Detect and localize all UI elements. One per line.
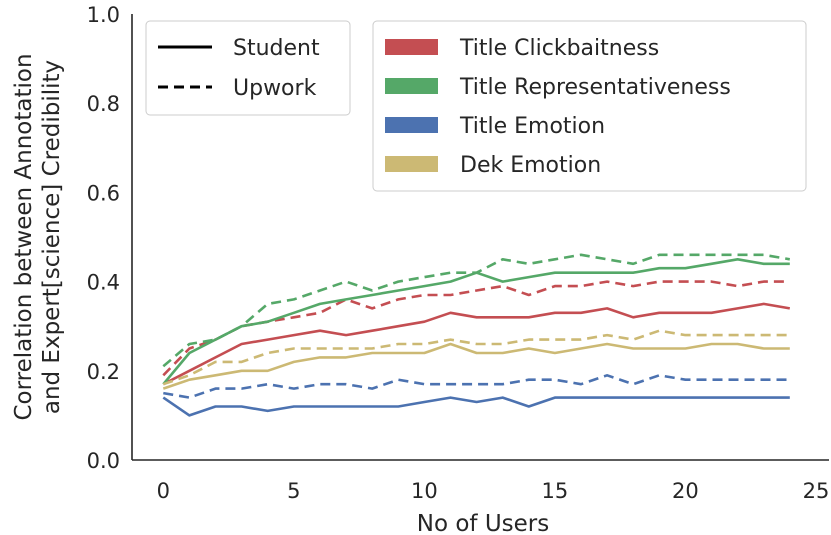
legend-upwork-label: Upwork <box>233 76 317 101</box>
legend-clickbaitness-swatch <box>385 39 438 55</box>
series-line-dek-emotion-student <box>162 342 790 390</box>
x-tick-labels: 0 5 10 15 20 25 <box>157 479 830 503</box>
legend-clickbaitness-label: Title Clickbaitness <box>459 36 659 61</box>
y-axis-label-line-2: and Expert[science] Credibility <box>39 60 65 414</box>
legend-line-style-frame <box>145 20 351 116</box>
series-line-title-clickbaitness-upwork <box>162 280 790 377</box>
legend-student-label: Student <box>233 36 320 61</box>
legend-title-emotion-swatch <box>385 117 438 133</box>
legend-metrics: Title Clickbaitness Title Representative… <box>372 20 807 192</box>
series-layer <box>162 253 791 417</box>
legend-representativeness-swatch <box>385 78 438 94</box>
axes-layer <box>131 14 829 461</box>
y-tick-label: 0.6 <box>87 181 120 205</box>
y-axis-label-line-1: Correlation between Annotation <box>11 53 37 420</box>
x-axis-label: No of Users <box>417 511 549 535</box>
legend-title-emotion-label: Title Emotion <box>459 114 605 139</box>
y-tick-label: 0.4 <box>87 271 120 295</box>
legend-representativeness-label: Title Representativeness <box>459 75 731 100</box>
x-tick-label: 20 <box>672 479 699 503</box>
y-tick-label: 0.8 <box>87 92 120 116</box>
series-line-title-representativeness-upwork <box>162 253 791 368</box>
series-line-title-emotion-student <box>162 396 790 417</box>
x-tick-label: 5 <box>287 479 300 503</box>
x-tick-label: 15 <box>542 479 569 503</box>
y-tick-label: 1.0 <box>87 3 120 27</box>
series-line-title-representativeness-student <box>162 257 790 386</box>
legend-metrics-frame <box>372 20 807 192</box>
series-line-title-clickbaitness-student <box>162 302 791 386</box>
series-line-dek-emotion-upwork <box>162 329 790 386</box>
y-tick-label: 0.2 <box>87 360 120 384</box>
legend-line-style: Student Upwork <box>145 20 351 116</box>
x-tick-label: 10 <box>411 479 438 503</box>
y-tick-label: 0.0 <box>87 449 120 473</box>
legend-dek-emotion-swatch <box>385 156 438 172</box>
x-tick-label: 25 <box>803 479 830 503</box>
y-tick-labels: 0.0 0.2 0.4 0.6 0.8 1.0 <box>87 3 120 473</box>
legend-dek-emotion-label: Dek Emotion <box>460 153 601 178</box>
series-line-title-emotion-upwork <box>163 373 790 399</box>
x-tick-label: 0 <box>157 479 170 503</box>
